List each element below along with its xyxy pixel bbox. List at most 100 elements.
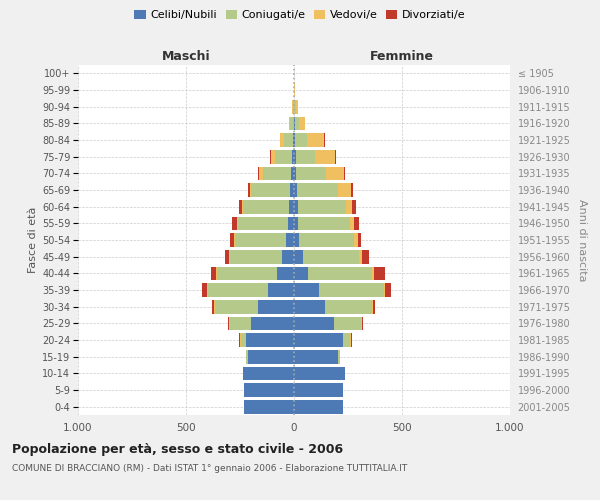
Bar: [362, 316, 363, 330]
Bar: [242, 200, 243, 213]
Bar: [294, 366, 345, 380]
Bar: [294, 166, 296, 180]
Bar: [238, 216, 287, 230]
Bar: [294, 133, 295, 147]
Bar: [247, 350, 248, 364]
Bar: [344, 166, 345, 180]
Bar: [259, 166, 263, 180]
Bar: [243, 200, 289, 213]
Bar: [211, 266, 216, 280]
Bar: [372, 266, 374, 280]
Bar: [355, 233, 358, 247]
Bar: [374, 266, 385, 280]
Bar: [298, 200, 346, 213]
Bar: [319, 283, 383, 297]
Bar: [295, 116, 299, 130]
Bar: [355, 216, 359, 230]
Bar: [243, 366, 294, 380]
Bar: [233, 233, 235, 247]
Bar: [294, 333, 343, 347]
Bar: [241, 333, 247, 347]
Bar: [228, 316, 229, 330]
Bar: [373, 300, 375, 314]
Bar: [212, 300, 214, 314]
Bar: [293, 133, 294, 147]
Bar: [282, 250, 294, 264]
Bar: [208, 283, 268, 297]
Bar: [385, 283, 391, 297]
Bar: [294, 266, 308, 280]
Bar: [225, 250, 229, 264]
Bar: [302, 250, 359, 264]
Text: COMUNE DI BRACCIANO (RM) - Dati ISTAT 1° gennaio 2006 - Elaborazione TUTTITALIA.: COMUNE DI BRACCIANO (RM) - Dati ISTAT 1°…: [12, 464, 407, 473]
Bar: [294, 216, 298, 230]
Bar: [326, 166, 344, 180]
Bar: [362, 250, 368, 264]
Bar: [284, 133, 293, 147]
Bar: [325, 300, 372, 314]
Bar: [296, 100, 298, 114]
Bar: [359, 250, 362, 264]
Bar: [289, 116, 290, 130]
Bar: [289, 200, 294, 213]
Bar: [287, 216, 294, 230]
Bar: [294, 233, 299, 247]
Bar: [346, 200, 352, 213]
Bar: [217, 266, 277, 280]
Bar: [358, 233, 361, 247]
Bar: [293, 100, 294, 114]
Bar: [251, 183, 290, 197]
Bar: [294, 300, 325, 314]
Bar: [292, 150, 294, 164]
Bar: [230, 250, 282, 264]
Bar: [202, 283, 206, 297]
Bar: [206, 283, 208, 297]
Bar: [299, 233, 355, 247]
Bar: [294, 316, 334, 330]
Bar: [250, 183, 251, 197]
Bar: [214, 300, 215, 314]
Bar: [350, 216, 355, 230]
Bar: [334, 316, 361, 330]
Bar: [239, 200, 242, 213]
Bar: [372, 300, 373, 314]
Bar: [290, 116, 293, 130]
Bar: [263, 166, 292, 180]
Bar: [240, 333, 241, 347]
Bar: [244, 400, 294, 413]
Bar: [237, 216, 238, 230]
Bar: [324, 133, 325, 147]
Bar: [215, 300, 259, 314]
Bar: [297, 183, 338, 197]
Bar: [230, 316, 251, 330]
Bar: [295, 133, 307, 147]
Bar: [294, 116, 295, 130]
Legend: Celibi/Nubili, Coniugati/e, Vedovi/e, Divorziati/e: Celibi/Nubili, Coniugati/e, Vedovi/e, Di…: [130, 6, 470, 25]
Bar: [247, 333, 294, 347]
Bar: [307, 133, 324, 147]
Bar: [383, 283, 385, 297]
Bar: [361, 316, 362, 330]
Bar: [268, 283, 294, 297]
Bar: [244, 383, 294, 397]
Bar: [308, 266, 372, 280]
Bar: [343, 333, 350, 347]
Text: Popolazione per età, sesso e stato civile - 2006: Popolazione per età, sesso e stato civil…: [12, 442, 343, 456]
Bar: [315, 150, 335, 164]
Bar: [351, 333, 352, 347]
Bar: [248, 350, 294, 364]
Bar: [235, 233, 286, 247]
Bar: [351, 183, 353, 197]
Bar: [295, 100, 296, 114]
Bar: [232, 216, 237, 230]
Bar: [269, 150, 271, 164]
Bar: [294, 383, 343, 397]
Bar: [296, 166, 326, 180]
Bar: [294, 150, 296, 164]
Bar: [294, 183, 297, 197]
Bar: [350, 333, 351, 347]
Bar: [338, 350, 340, 364]
Bar: [248, 183, 250, 197]
Bar: [251, 316, 294, 330]
Bar: [298, 216, 350, 230]
